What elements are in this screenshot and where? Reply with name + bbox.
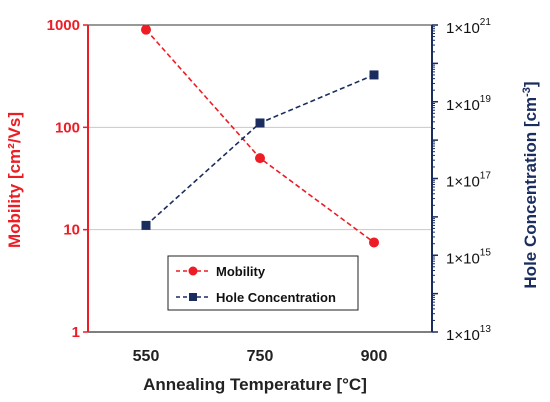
legend-mobility-marker [188, 266, 198, 276]
data-point-hole-concentration [255, 118, 265, 128]
right-tick-base: 1×10 [446, 97, 480, 114]
series-line-mobility [145, 29, 375, 244]
right-tick-label: 1×1015 [446, 247, 491, 267]
x-tick-label: 550 [133, 348, 160, 365]
right-tick-exponent: 13 [480, 324, 492, 335]
left-axis-label: Mobility [cm²/Vs] [5, 112, 24, 248]
gridlines [88, 126, 432, 231]
right-tick-base: 1×10 [446, 327, 480, 344]
data-point-mobility [255, 153, 265, 164]
x-axis-ticks: 550 750 900 [133, 348, 388, 365]
right-axis-label-base: Hole Concentration [cm [521, 97, 540, 289]
right-tick-base: 1×10 [446, 20, 480, 37]
data-point-mobility [369, 237, 379, 248]
x-tick-label: 900 [361, 348, 388, 365]
x-axis-label: Annealing Temperature [°C] [143, 375, 367, 394]
right-axis-label: Hole Concentration [cm-3] [521, 81, 540, 288]
right-tick-exponent: 17 [480, 171, 492, 182]
right-tick-base: 1×10 [446, 250, 480, 267]
left-axis-ticks: 1 10 100 1000 [47, 17, 88, 341]
right-tick-label: 1×1013 [446, 324, 491, 344]
left-tick-label: 1 [72, 324, 80, 341]
x-tick-label: 750 [247, 348, 274, 365]
legend-box [167, 255, 359, 311]
right-tick-label: 1×1017 [446, 171, 491, 191]
right-tick-label: 1×1019 [446, 94, 491, 114]
left-tick-label: 100 [55, 119, 80, 136]
legend-mobility-label: Mobility [216, 264, 266, 279]
legend: Mobility Hole Concentration [167, 255, 359, 311]
right-axis-label-exponent: -3 [521, 87, 533, 97]
right-tick-exponent: 21 [480, 17, 492, 28]
series-layer [141, 24, 379, 248]
left-tick-label: 10 [63, 222, 80, 239]
right-tick-exponent: 15 [480, 247, 492, 258]
data-point-hole-concentration [369, 70, 379, 80]
right-tick-base: 1×10 [446, 174, 480, 191]
right-tick-exponent: 19 [480, 94, 492, 105]
data-point-mobility [141, 24, 151, 35]
left-tick-label: 1000 [47, 17, 80, 34]
right-axis-label-close: ] [521, 81, 540, 87]
right-tick-label: 1×1021 [446, 17, 491, 37]
legend-hole-concentration-marker [189, 293, 197, 301]
legend-hole-concentration-label: Hole Concentration [216, 290, 336, 305]
series-line-hole-concentration [145, 74, 375, 226]
data-point-hole-concentration [141, 220, 151, 230]
